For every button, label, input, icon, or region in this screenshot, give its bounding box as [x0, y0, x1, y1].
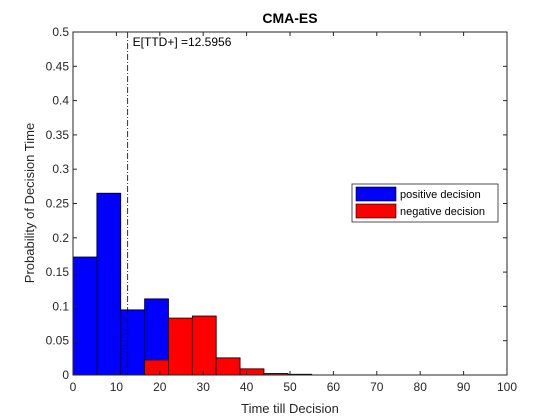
y-tick-label: 0.15 [46, 265, 70, 279]
x-tick-label: 80 [414, 380, 428, 394]
histogram-bars [72, 192, 313, 376]
y-axis-ticks: 0 0.05 0.1 0.15 0.2 0.25 0.3 0.35 0.4 0.45 0.5 [46, 25, 507, 382]
bar-positive-1 [96, 192, 122, 376]
legend: positive decision negative decision [351, 183, 499, 223]
x-tick-label: 60 [327, 380, 341, 394]
bar-negative-4 [168, 317, 193, 376]
legend-label-positive: positive decision [400, 189, 481, 201]
x-tick-label: 40 [240, 380, 254, 394]
y-tick-label: 0.35 [46, 128, 70, 142]
bar-negative-3 [144, 359, 169, 376]
x-tick-label: 10 [110, 380, 124, 394]
legend-label-negative: negative decision [400, 206, 485, 218]
x-axis-ticks: 0 10 20 30 40 50 60 70 80 90 100 [70, 32, 517, 394]
y-tick-label: 0.25 [46, 197, 70, 211]
x-tick-label: 20 [153, 380, 167, 394]
y-tick-label: 0.05 [46, 334, 70, 348]
x-tick-label: 90 [457, 380, 471, 394]
y-tick-label: 0.2 [52, 231, 69, 245]
x-tick-label: 30 [197, 380, 211, 394]
y-tick-label: 0.5 [52, 25, 69, 39]
chart-title: CMA-ES [262, 10, 317, 26]
legend-swatch-positive [355, 186, 397, 202]
bar-negative-5 [191, 315, 217, 376]
x-axis-label: Time till Decision [241, 401, 339, 416]
y-tick-label: 0.1 [52, 299, 69, 313]
mean-annotation: E[TTD+] =12.5956 [133, 35, 232, 49]
y-tick-label: 0.3 [52, 162, 69, 176]
x-tick-label: 100 [497, 380, 517, 394]
y-axis-label: Probability of Decision Time [22, 123, 37, 283]
x-tick-label: 70 [370, 380, 384, 394]
bar-negative-6 [215, 357, 241, 376]
bar-negative-7 [239, 368, 265, 376]
y-tick-label: 0.45 [46, 59, 70, 73]
y-tick-label: 0 [62, 368, 69, 382]
bar-positive-0 [72, 256, 98, 376]
mean-line-group: E[TTD+] =12.5956 [127, 32, 232, 375]
y-tick-label: 0.4 [52, 94, 69, 108]
x-tick-label: 50 [283, 380, 297, 394]
bar-positive-2 [120, 309, 146, 376]
legend-swatch-negative [355, 203, 397, 219]
x-tick-label: 0 [70, 380, 77, 394]
